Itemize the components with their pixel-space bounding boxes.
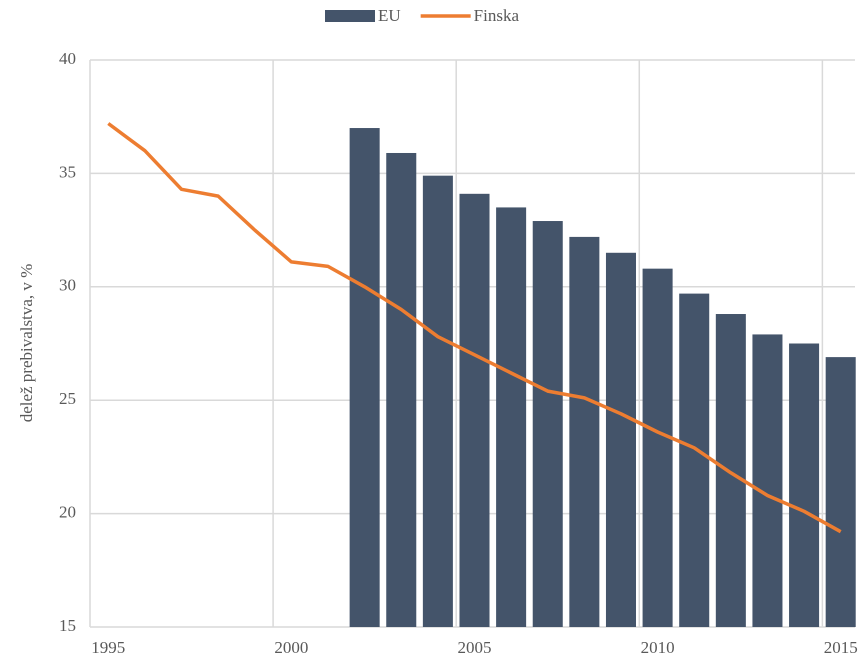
- legend-label: EU: [378, 6, 401, 25]
- bar: [532, 221, 563, 627]
- bar: [642, 268, 673, 627]
- bar: [569, 236, 600, 628]
- bar: [349, 128, 380, 628]
- y-tick-label: 30: [59, 276, 76, 295]
- bar: [789, 343, 820, 627]
- bar: [752, 334, 783, 627]
- bar: [459, 193, 490, 627]
- bar: [422, 175, 453, 627]
- bar: [386, 152, 417, 627]
- legend-swatch: [325, 10, 375, 22]
- y-tick-label: 20: [59, 503, 76, 522]
- bar: [496, 207, 527, 628]
- legend-label: Finska: [474, 6, 520, 25]
- x-tick-label: 2015: [824, 638, 858, 657]
- y-tick-label: 35: [59, 162, 76, 181]
- y-tick-label: 15: [59, 616, 76, 635]
- bar: [605, 252, 636, 627]
- bar: [825, 357, 856, 627]
- y-tick-label: 40: [59, 49, 76, 68]
- y-tick-label: 25: [59, 389, 76, 408]
- x-tick-label: 2010: [641, 638, 675, 657]
- y-axis-label: delež prebivalstva, v %: [17, 264, 36, 423]
- x-tick-label: 2000: [274, 638, 308, 657]
- x-tick-label: 1995: [91, 638, 125, 657]
- x-tick-label: 2005: [458, 638, 492, 657]
- bar: [679, 293, 710, 627]
- line: [107, 122, 842, 534]
- bar: [715, 314, 746, 627]
